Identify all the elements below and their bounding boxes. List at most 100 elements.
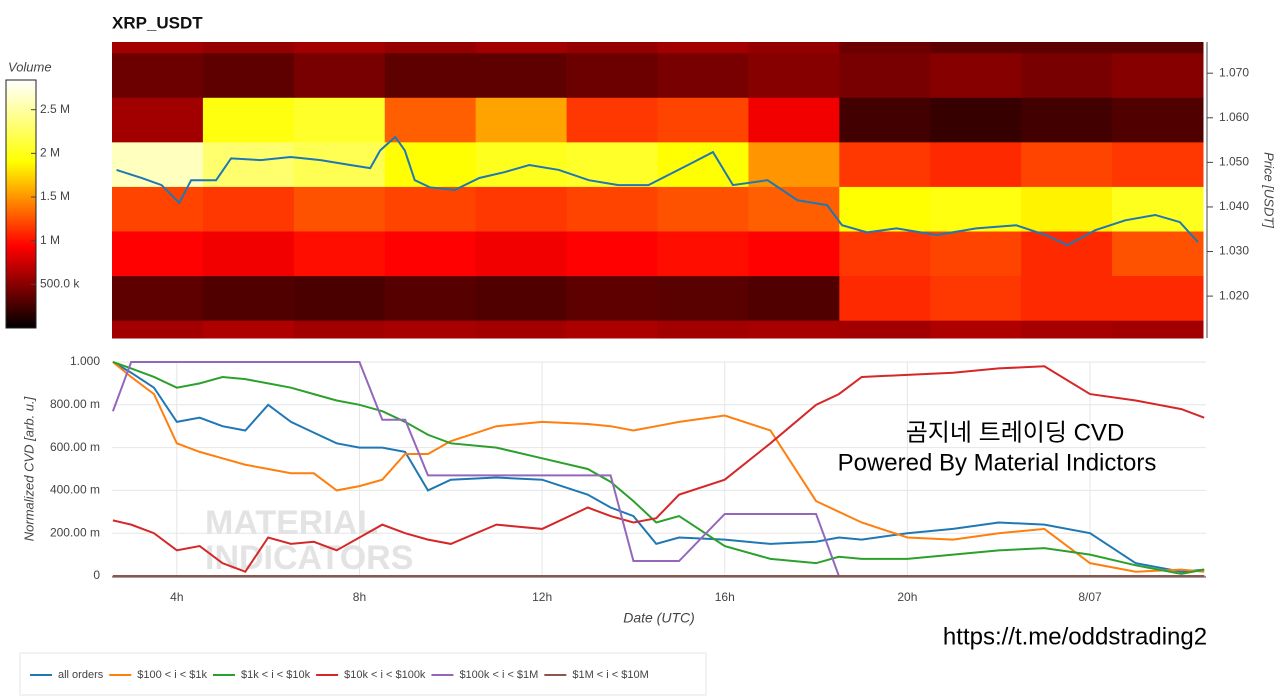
heat-cell bbox=[748, 42, 840, 54]
heat-cell bbox=[1021, 275, 1113, 321]
y-tick-label: 1.030 bbox=[1219, 244, 1249, 258]
heat-cell bbox=[930, 186, 1022, 232]
x-tick-label: 8h bbox=[353, 590, 366, 604]
heat-cell bbox=[1112, 275, 1204, 321]
heat-cell bbox=[657, 42, 749, 54]
legend-label: $10k < i < $100k bbox=[344, 669, 426, 681]
y-tick-label: 1.060 bbox=[1219, 110, 1249, 124]
heat-cell bbox=[112, 231, 204, 277]
legend-label: $1k < i < $10k bbox=[241, 669, 311, 681]
cvd-line bbox=[112, 361, 1205, 573]
heat-cell bbox=[475, 320, 568, 339]
heat-cell bbox=[384, 97, 477, 143]
y-tick-label: 400.00 m bbox=[50, 483, 100, 497]
heat-cell bbox=[566, 141, 658, 187]
x-axis-label: Date (UTC) bbox=[623, 610, 695, 626]
heat-cell bbox=[1021, 186, 1113, 232]
heat-cell bbox=[475, 52, 568, 98]
y-tick-label: 1.000 bbox=[70, 354, 100, 368]
heat-cell bbox=[566, 42, 658, 54]
y-tick-label: 1.050 bbox=[1219, 155, 1249, 169]
heat-cell bbox=[839, 97, 931, 143]
legend-label: $100 < i < $1k bbox=[137, 669, 207, 681]
heat-cell bbox=[384, 231, 477, 277]
heat-cell bbox=[475, 231, 568, 277]
colorbar-tick-label: 1.5 M bbox=[40, 189, 70, 203]
legend-label: $1M < i < $10M bbox=[572, 669, 648, 681]
heat-cell bbox=[475, 275, 568, 321]
heat-cell bbox=[384, 141, 477, 187]
heat-cell bbox=[1112, 231, 1204, 277]
heat-cell bbox=[475, 97, 568, 143]
y-axis-label: Price [USDT] bbox=[1262, 152, 1277, 228]
heat-cell bbox=[1021, 52, 1113, 98]
legend: all orders $100 < i < $1k $1k < i < $10k $1… bbox=[30, 669, 649, 681]
heat-cell bbox=[1112, 186, 1204, 232]
heat-cell bbox=[748, 231, 840, 277]
heat-cell bbox=[748, 275, 840, 321]
y-tick-label: 1.020 bbox=[1219, 288, 1249, 302]
colorbar-tick-label: 2.5 M bbox=[40, 102, 70, 116]
heat-cell bbox=[384, 320, 477, 339]
y-tick-label: 1.070 bbox=[1219, 65, 1249, 79]
colorbar-tick-label: 1 M bbox=[40, 233, 60, 247]
colorbar bbox=[5, 79, 37, 329]
heat-cell bbox=[930, 52, 1022, 98]
legend-label: all orders bbox=[58, 669, 104, 681]
heat-cell bbox=[1021, 141, 1113, 187]
heat-cell bbox=[293, 275, 386, 321]
heat-cell bbox=[384, 42, 477, 54]
heat-cell bbox=[202, 141, 295, 187]
heat-cell bbox=[748, 320, 840, 339]
heat-cell bbox=[748, 141, 840, 187]
heat-cell bbox=[1021, 42, 1113, 54]
heat-cell bbox=[839, 141, 931, 187]
price-line bbox=[116, 135, 1199, 247]
heat-cell bbox=[293, 97, 386, 143]
y-tick-label: 200.00 m bbox=[50, 525, 100, 539]
cvd-panel: 0 200.00 m 400.00 m 600.00 m 800.00 m 1.000 4h… bbox=[21, 354, 1207, 650]
colorbar-tick-label: 500.0 k bbox=[40, 277, 80, 291]
heat-cell bbox=[202, 52, 295, 98]
heat-cell bbox=[930, 42, 1022, 54]
heat-cell bbox=[293, 141, 386, 187]
heat-cell bbox=[657, 97, 749, 143]
annotation: https://t.me/oddstrading2 bbox=[943, 623, 1207, 650]
x-tick-label: 8/07 bbox=[1078, 590, 1102, 604]
heat-cell bbox=[657, 186, 749, 232]
heat-cell bbox=[1112, 97, 1204, 143]
heat-cell bbox=[202, 42, 295, 54]
heat-cell bbox=[1021, 97, 1113, 143]
heat-cell bbox=[293, 52, 386, 98]
heat-cell bbox=[839, 42, 931, 54]
colorbar-tick-label: 2 M bbox=[40, 146, 60, 160]
heat-cell bbox=[748, 52, 840, 98]
y-tick-label: 0 bbox=[93, 568, 100, 582]
heat-cell bbox=[839, 320, 931, 339]
watermark: INDICATORS bbox=[205, 539, 413, 577]
heat-cell bbox=[293, 186, 386, 232]
heat-cell bbox=[657, 275, 749, 321]
heat-cell bbox=[748, 97, 840, 143]
y-axis-label: Normalized CVD [arb. u.] bbox=[21, 396, 36, 541]
heat-cell bbox=[1112, 320, 1204, 339]
heat-cell bbox=[1112, 42, 1204, 54]
legend-label: $100k < i < $1M bbox=[459, 669, 538, 681]
heat-cell bbox=[293, 320, 386, 339]
x-tick-label: 12h bbox=[532, 590, 552, 604]
cvd-line bbox=[112, 365, 1205, 573]
heat-cell bbox=[839, 52, 931, 98]
heat-cell bbox=[202, 97, 295, 143]
heat-cell bbox=[657, 141, 749, 187]
heat-cell bbox=[930, 141, 1022, 187]
heat-cell bbox=[112, 52, 204, 98]
heat-cell bbox=[202, 275, 295, 321]
heat-cell bbox=[657, 231, 749, 277]
cvd-line bbox=[112, 361, 1205, 575]
heat-cell bbox=[839, 186, 931, 232]
heat-cell bbox=[839, 275, 931, 321]
y-tick-label: 600.00 m bbox=[50, 440, 100, 454]
x-tick-label: 4h bbox=[170, 590, 183, 604]
x-tick-label: 16h bbox=[715, 590, 735, 604]
